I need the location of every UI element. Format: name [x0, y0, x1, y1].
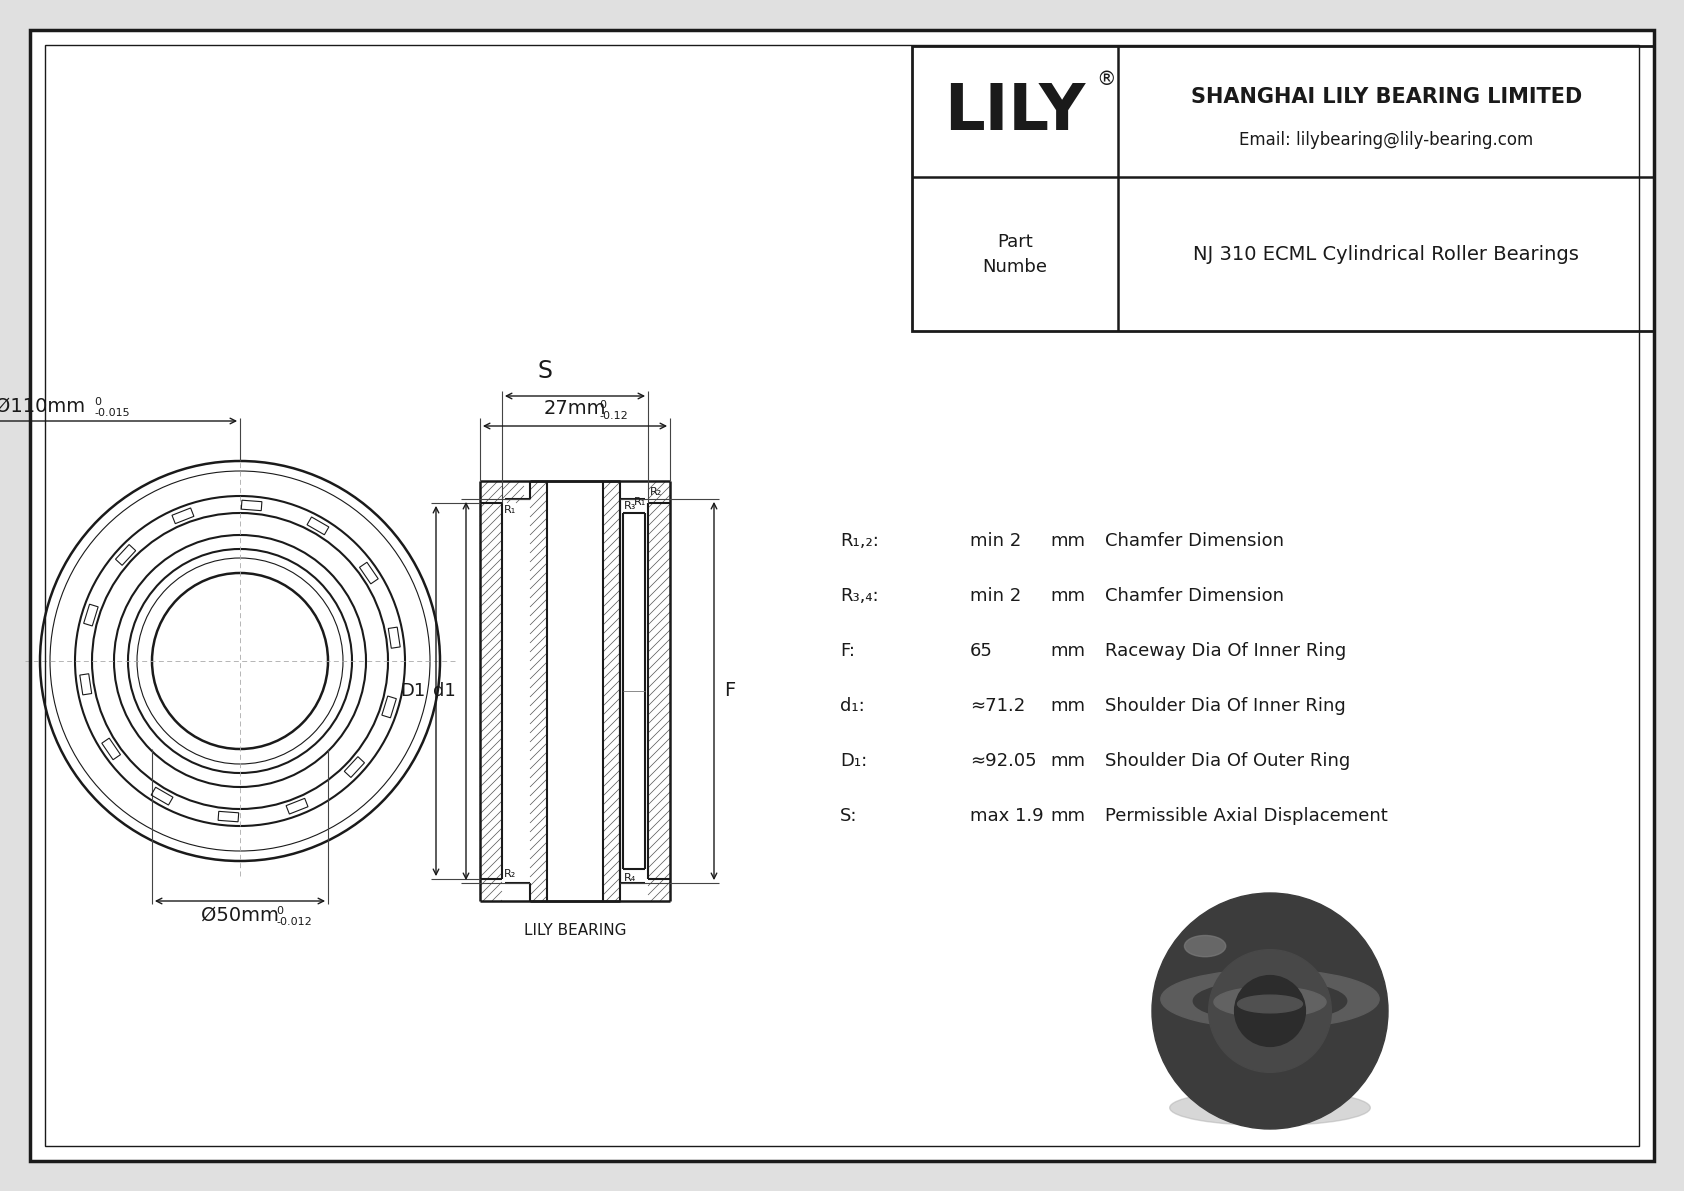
Text: S: S — [537, 358, 552, 384]
Bar — [913, 46, 1654, 331]
Text: Email: lilybearing@lily-bearing.com: Email: lilybearing@lily-bearing.com — [1239, 131, 1532, 149]
Ellipse shape — [1184, 935, 1226, 956]
Bar — [84, 604, 98, 626]
Text: -0.12: -0.12 — [600, 411, 628, 420]
Bar — [219, 811, 239, 822]
Ellipse shape — [1194, 981, 1347, 1021]
Bar — [241, 500, 263, 511]
Text: d₁:: d₁: — [840, 697, 866, 715]
Text: min 2: min 2 — [970, 587, 1021, 605]
Text: 0: 0 — [94, 397, 101, 407]
Text: D₁:: D₁: — [840, 752, 867, 771]
Ellipse shape — [1160, 969, 1379, 1029]
Text: min 2: min 2 — [970, 532, 1021, 550]
Text: Part
Numbe: Part Numbe — [983, 232, 1047, 275]
Text: Shoulder Dia Of Inner Ring: Shoulder Dia Of Inner Ring — [1105, 697, 1346, 715]
Text: ≈71.2: ≈71.2 — [970, 697, 1026, 715]
Text: mm: mm — [1051, 587, 1084, 605]
Text: d1: d1 — [433, 682, 456, 700]
Text: 27mm: 27mm — [544, 399, 606, 418]
Bar — [101, 738, 121, 760]
Text: R₃: R₃ — [625, 501, 637, 511]
Bar — [116, 544, 136, 566]
Bar — [389, 628, 401, 648]
Text: Permissible Axial Displacement: Permissible Axial Displacement — [1105, 807, 1388, 825]
Ellipse shape — [1170, 1090, 1371, 1125]
Bar — [359, 562, 379, 584]
Text: S:: S: — [840, 807, 857, 825]
Text: R₁,₂:: R₁,₂: — [840, 532, 879, 550]
Text: R₄: R₄ — [625, 873, 637, 883]
Text: R₁: R₁ — [633, 497, 647, 507]
Text: 0: 0 — [600, 400, 606, 410]
Circle shape — [1152, 893, 1388, 1129]
Bar — [286, 798, 308, 813]
Bar — [152, 787, 173, 805]
Bar — [306, 517, 328, 535]
Text: mm: mm — [1051, 697, 1084, 715]
Text: Raceway Dia Of Inner Ring: Raceway Dia Of Inner Ring — [1105, 642, 1346, 660]
Ellipse shape — [1214, 986, 1325, 1017]
Text: F: F — [724, 681, 736, 700]
Circle shape — [1234, 975, 1305, 1047]
Text: R₃,₄:: R₃,₄: — [840, 587, 879, 605]
Text: Ø110mm: Ø110mm — [0, 397, 86, 416]
Text: mm: mm — [1051, 807, 1084, 825]
Text: -0.015: -0.015 — [94, 409, 130, 418]
Text: 65: 65 — [970, 642, 994, 660]
Text: R₁: R₁ — [504, 505, 517, 515]
Text: Chamfer Dimension: Chamfer Dimension — [1105, 587, 1283, 605]
Circle shape — [1209, 949, 1332, 1072]
Text: F:: F: — [840, 642, 855, 660]
Bar — [382, 696, 396, 718]
Text: max 1.9: max 1.9 — [970, 807, 1044, 825]
Text: R₂: R₂ — [504, 869, 517, 879]
Ellipse shape — [1238, 996, 1302, 1012]
Text: NJ 310 ECML Cylindrical Roller Bearings: NJ 310 ECML Cylindrical Roller Bearings — [1194, 244, 1580, 263]
Text: mm: mm — [1051, 752, 1084, 771]
Text: SHANGHAI LILY BEARING LIMITED: SHANGHAI LILY BEARING LIMITED — [1191, 87, 1581, 107]
Bar — [172, 507, 194, 524]
Text: Ø50mm: Ø50mm — [200, 906, 280, 925]
Text: D1: D1 — [401, 682, 426, 700]
Text: LILY BEARING: LILY BEARING — [524, 923, 626, 939]
Text: Shoulder Dia Of Outer Ring: Shoulder Dia Of Outer Ring — [1105, 752, 1351, 771]
Text: R₂: R₂ — [650, 487, 662, 497]
Bar — [344, 756, 364, 778]
Text: mm: mm — [1051, 532, 1084, 550]
Text: ≈92.05: ≈92.05 — [970, 752, 1037, 771]
Text: Chamfer Dimension: Chamfer Dimension — [1105, 532, 1283, 550]
Text: 0: 0 — [276, 906, 283, 916]
Bar — [79, 674, 91, 694]
Text: mm: mm — [1051, 642, 1084, 660]
Text: LILY: LILY — [945, 81, 1086, 143]
Text: ®: ® — [1096, 70, 1116, 89]
Text: -0.012: -0.012 — [276, 917, 312, 927]
